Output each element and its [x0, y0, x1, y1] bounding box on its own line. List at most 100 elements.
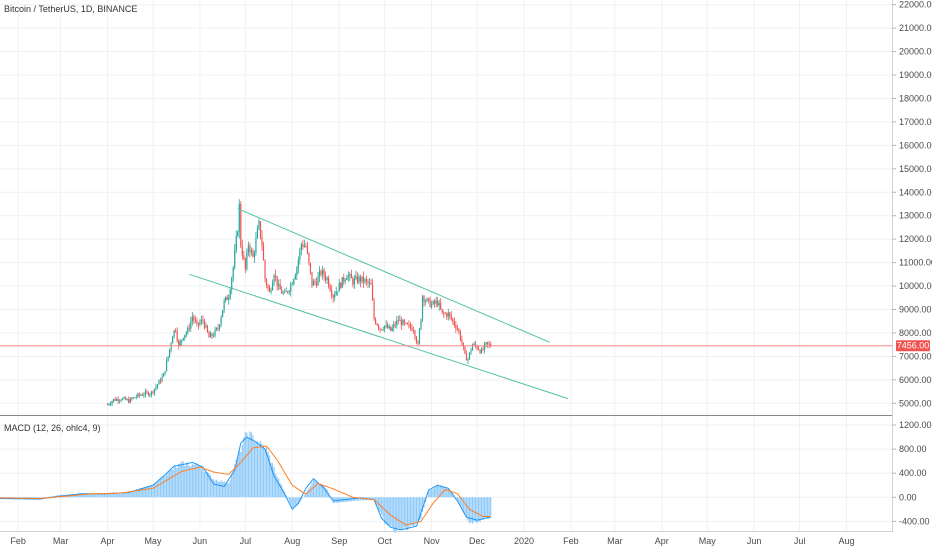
macd-histogram-bar	[234, 464, 236, 498]
macd-histogram-bar	[169, 470, 171, 498]
candle-body	[223, 300, 225, 311]
macd-histogram-bar	[249, 431, 251, 498]
candle-body	[134, 397, 136, 399]
macd-pane[interactable]	[0, 431, 492, 534]
price-axis[interactable]: 5000.00 6000.00 7000.00 8000.00 9000.00 10000…	[892, 0, 932, 408]
candle-body	[290, 284, 292, 292]
candle-body	[378, 325, 380, 329]
macd-histogram-bar	[240, 451, 242, 498]
macd-histogram-bar	[131, 491, 133, 498]
macd-histogram-bar	[468, 497, 471, 524]
symbol-title[interactable]: Bitcoin / TetherUS, 1D, BINANCE	[4, 4, 137, 14]
macd-histogram-bar	[397, 497, 399, 528]
candle-body	[450, 315, 452, 319]
time-axis[interactable]: Feb Mar Apr May Jun Jul Aug Sep Oct Nov Dec 2020 Feb…	[10, 536, 854, 546]
macd-histogram-bar	[199, 466, 201, 498]
candle-body	[350, 274, 352, 279]
candle-body	[159, 380, 162, 382]
time-axis-tick-label: Jul	[794, 536, 806, 546]
macd-title[interactable]: MACD (12, 26, ohlc4, 9)	[4, 423, 101, 433]
candle-body	[246, 252, 248, 269]
candle-body	[455, 324, 457, 329]
candle-body	[222, 310, 224, 318]
candle-body	[356, 276, 359, 283]
candle-body	[196, 320, 198, 323]
macd-histogram-bar	[276, 476, 278, 498]
macd-histogram-bar	[90, 493, 92, 498]
candle-body	[420, 319, 422, 330]
candle-body	[340, 283, 342, 288]
macd-axis[interactable]: -400.00 0.00 400.00 800.00 1200.00	[892, 420, 932, 526]
candle-body	[418, 329, 421, 344]
trendlines[interactable]	[189, 208, 569, 400]
candle-body	[296, 268, 298, 276]
macd-histogram-bar	[238, 450, 240, 498]
candle-body	[482, 348, 484, 350]
macd-histogram-bar	[162, 477, 165, 498]
macd-histogram-bar	[447, 487, 449, 498]
candle-body	[323, 270, 325, 277]
price-pane[interactable]	[0, 199, 892, 407]
candle-body	[315, 282, 318, 286]
candle-body	[329, 286, 331, 291]
macd-histogram-bar	[108, 493, 110, 498]
macd-histogram-bar	[456, 497, 458, 501]
candle-body	[179, 341, 181, 346]
macd-histogram-bar	[156, 482, 159, 498]
candle-body	[203, 320, 206, 328]
macd-histogram-bar	[246, 432, 248, 498]
macd-histogram-bar	[147, 485, 150, 498]
macd-histogram-bar	[170, 469, 172, 498]
candle-body	[337, 291, 339, 293]
candle-body	[181, 340, 183, 342]
candle-body	[193, 316, 195, 321]
macd-histogram-bar	[149, 486, 151, 498]
candle-body	[388, 326, 390, 329]
macd-histogram-bar	[200, 468, 203, 498]
candle-body	[320, 271, 322, 275]
macd-histogram-bar	[388, 497, 390, 527]
macd-histogram-bar	[400, 497, 402, 529]
candle-body	[232, 267, 234, 278]
candle-body	[217, 328, 219, 329]
candle-body	[434, 301, 436, 304]
candle-body	[122, 398, 124, 400]
macd-histogram-bar	[250, 432, 253, 498]
candle-body	[352, 278, 354, 285]
price-axis-tick-label: 11000.00	[899, 258, 932, 268]
macd-histogram-bar	[122, 493, 124, 498]
macd-histogram-bar	[296, 497, 298, 506]
candle-body	[270, 290, 272, 292]
candle-body	[255, 238, 257, 253]
candle-body	[370, 282, 372, 285]
candle-body	[338, 283, 340, 292]
candle-body	[353, 278, 355, 285]
macd-histogram-bar	[184, 465, 186, 498]
macd-histogram-bar	[75, 494, 77, 498]
macd-histogram-bar	[125, 492, 127, 498]
candle-body	[187, 327, 189, 333]
candle-body	[172, 336, 174, 344]
candle-body	[387, 324, 389, 329]
macd-histogram-bar	[173, 466, 175, 498]
price-axis-tick-label: 15000.00	[899, 164, 932, 174]
candle-body	[456, 328, 458, 330]
macd-histogram-bar	[155, 483, 157, 498]
macd-histogram-bar	[241, 445, 243, 498]
price-axis-tick-label: 7000.00	[899, 351, 932, 361]
macd-line	[0, 436, 491, 531]
macd-histogram-bar	[271, 463, 274, 498]
candle-body	[276, 275, 278, 286]
candle-body	[402, 320, 404, 326]
macd-histogram-bar	[243, 437, 245, 498]
candle-body	[308, 252, 310, 263]
candle-body	[240, 203, 242, 247]
candle-body	[440, 303, 442, 309]
macd-histogram-bar	[188, 465, 190, 498]
macd-histogram-bar	[185, 462, 187, 498]
candle-body	[188, 327, 190, 329]
macd-histogram-bar	[105, 494, 107, 498]
macd-histogram-bar	[91, 493, 93, 498]
